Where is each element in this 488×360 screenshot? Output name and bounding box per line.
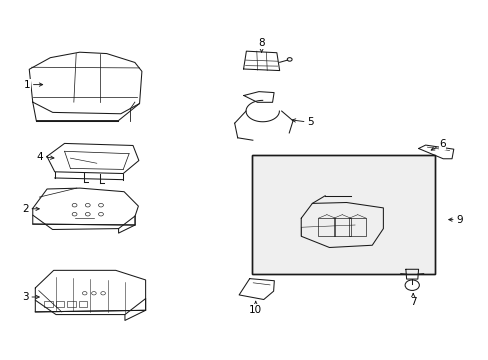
Bar xyxy=(318,218,335,236)
Text: 9: 9 xyxy=(448,215,462,225)
Bar xyxy=(67,301,75,307)
Bar xyxy=(348,218,366,236)
Bar xyxy=(79,301,87,307)
Text: 4: 4 xyxy=(37,152,54,162)
Text: 3: 3 xyxy=(22,292,39,302)
Text: 7: 7 xyxy=(409,293,416,307)
Bar xyxy=(44,301,52,307)
Bar xyxy=(333,218,350,236)
Text: 1: 1 xyxy=(23,80,42,90)
Bar xyxy=(56,301,64,307)
Text: 2: 2 xyxy=(22,204,39,214)
Text: 8: 8 xyxy=(258,38,264,52)
Bar xyxy=(251,155,434,274)
Text: 5: 5 xyxy=(292,117,313,127)
Text: 10: 10 xyxy=(249,301,262,315)
Bar xyxy=(251,155,434,274)
Text: 6: 6 xyxy=(430,139,445,150)
